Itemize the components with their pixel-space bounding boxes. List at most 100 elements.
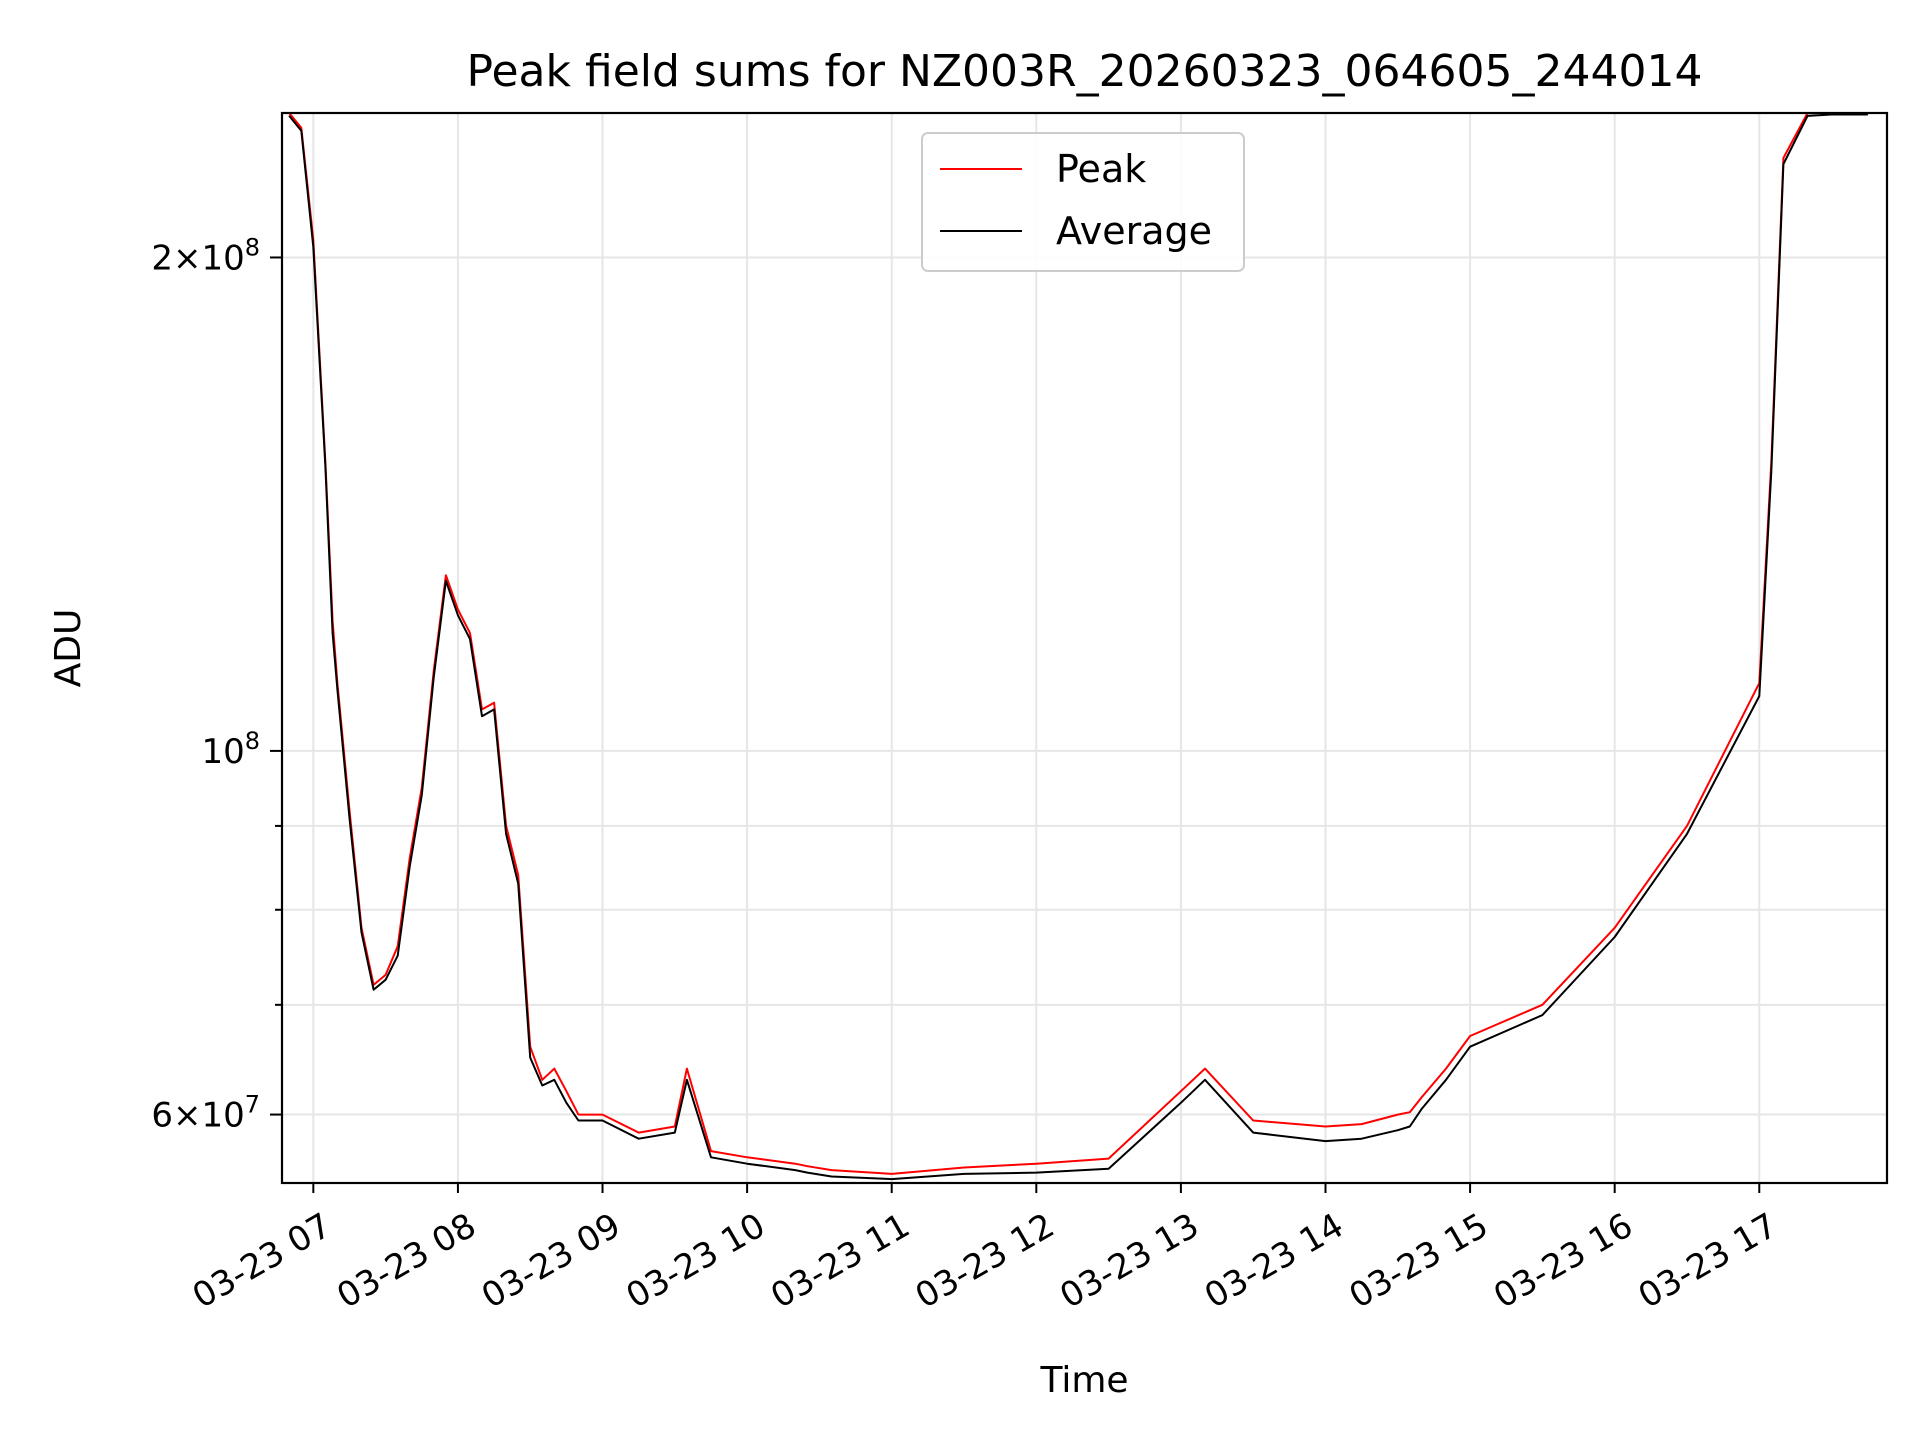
- y-tick-exponent: 8: [245, 727, 260, 755]
- data-point-peak: [1204, 1068, 1206, 1070]
- data-point-average: [891, 1178, 893, 1180]
- x-tick-label: 03-23 15: [1343, 1206, 1495, 1317]
- plot-frame: [280, 111, 1889, 1185]
- data-point-average: [445, 580, 447, 582]
- data-point-average: [577, 1120, 579, 1121]
- data-point-average: [1445, 1079, 1447, 1081]
- data-point-peak: [746, 1156, 748, 1158]
- data-point-peak: [831, 1169, 832, 1171]
- x-tick-label: 03-23 13: [1053, 1206, 1205, 1317]
- data-point-average: [602, 1120, 603, 1121]
- y-tick-exponent: 7: [245, 1091, 260, 1119]
- x-axis-label: Time: [1039, 1360, 1128, 1401]
- data-point-peak: [1325, 1126, 1326, 1127]
- data-point-peak: [445, 574, 447, 576]
- data-point-average: [457, 614, 459, 616]
- data-point-average: [1397, 1129, 1399, 1131]
- data-point-peak: [553, 1068, 555, 1070]
- y-tick-label: 2×108: [151, 233, 260, 278]
- data-point-average: [529, 1057, 531, 1059]
- x-tick-label: 03-23 12: [909, 1206, 1061, 1317]
- data-point-average: [288, 115, 290, 117]
- x-tick-label: 03-23 16: [1487, 1206, 1639, 1317]
- data-point-peak: [674, 1126, 676, 1127]
- data-point-average: [1758, 695, 1760, 697]
- data-point-average: [674, 1132, 676, 1134]
- data-point-peak: [541, 1079, 543, 1081]
- data-point-average: [1469, 1046, 1471, 1048]
- data-point-peak: [1469, 1035, 1471, 1037]
- data-point-average: [397, 955, 399, 957]
- data-point-average: [1409, 1126, 1411, 1127]
- data-point-peak: [806, 1165, 808, 1167]
- data-point-average: [806, 1172, 808, 1174]
- data-point-average: [963, 1173, 965, 1175]
- data-point-average: [1252, 1132, 1254, 1134]
- data-point-average: [493, 708, 495, 710]
- series-line-peak: [288, 112, 1868, 1175]
- data-point-average: [553, 1079, 555, 1081]
- data-point-average: [336, 689, 338, 691]
- x-tick-label: 03-23 11: [764, 1206, 916, 1317]
- y-tick-mantissa: 10: [201, 732, 244, 772]
- data-point-average: [1421, 1108, 1423, 1110]
- x-tick-label: 03-23 07: [186, 1206, 338, 1317]
- x-tick-label: 03-23 14: [1198, 1206, 1350, 1317]
- data-point-average: [373, 989, 375, 991]
- grid: [282, 113, 1887, 1183]
- y-tick-label: 108: [201, 727, 260, 772]
- data-point-average: [638, 1138, 640, 1140]
- data-point-average: [481, 715, 483, 717]
- x-tick-label: 03-23 09: [475, 1206, 627, 1317]
- data-point-peak: [493, 702, 495, 704]
- plot-area-border: [280, 111, 1889, 1185]
- x-tick-label: 03-23 10: [620, 1206, 772, 1317]
- data-point-average: [409, 866, 411, 868]
- data-point-peak: [686, 1068, 688, 1070]
- data-point-average: [565, 1102, 567, 1104]
- data-point-peak: [517, 874, 519, 876]
- data-point-average: [1541, 1014, 1543, 1016]
- data-point-average: [1867, 114, 1869, 115]
- data-point-peak: [1409, 1111, 1411, 1113]
- data-point-peak: [1035, 1163, 1037, 1165]
- data-point-average: [1035, 1172, 1037, 1174]
- data-point-average: [746, 1163, 748, 1165]
- x-tick-label: 03-23 17: [1632, 1206, 1784, 1317]
- data-point-average: [1807, 115, 1808, 117]
- data-point-peak: [469, 632, 471, 634]
- x-tick-label: 03-23 08: [330, 1206, 482, 1317]
- data-point-average: [1204, 1079, 1206, 1081]
- series-layer: [288, 112, 1869, 1181]
- data-point-average: [794, 1169, 796, 1171]
- series-line-average: [288, 113, 1868, 1181]
- data-point-average: [385, 979, 387, 981]
- data-point-peak: [1541, 1004, 1543, 1006]
- legend-label-average: Average: [1056, 209, 1212, 253]
- data-point-average: [517, 883, 519, 885]
- data-point-peak: [1252, 1120, 1254, 1121]
- data-point-average: [1108, 1168, 1110, 1170]
- legend-label-peak: Peak: [1056, 147, 1146, 191]
- data-point-peak: [602, 1114, 603, 1116]
- data-point-average: [312, 246, 314, 248]
- data-point-average: [1770, 471, 1772, 473]
- data-point-average: [505, 833, 507, 835]
- data-point-average: [1361, 1138, 1363, 1140]
- legend: Peak Average: [921, 132, 1245, 272]
- data-point-peak: [385, 974, 387, 976]
- y-tick-exponent: 8: [245, 233, 260, 261]
- data-point-average: [831, 1176, 832, 1177]
- data-point-peak: [1108, 1158, 1110, 1160]
- data-point-peak: [1614, 927, 1616, 929]
- data-point-average: [469, 638, 471, 640]
- data-point-average: [1614, 936, 1616, 938]
- data-point-average: [1180, 1102, 1182, 1104]
- data-point-average: [361, 931, 362, 933]
- data-point-average: [541, 1085, 543, 1086]
- data-point-peak: [1782, 157, 1784, 159]
- data-point-peak: [409, 857, 411, 859]
- data-point-average: [1686, 833, 1688, 835]
